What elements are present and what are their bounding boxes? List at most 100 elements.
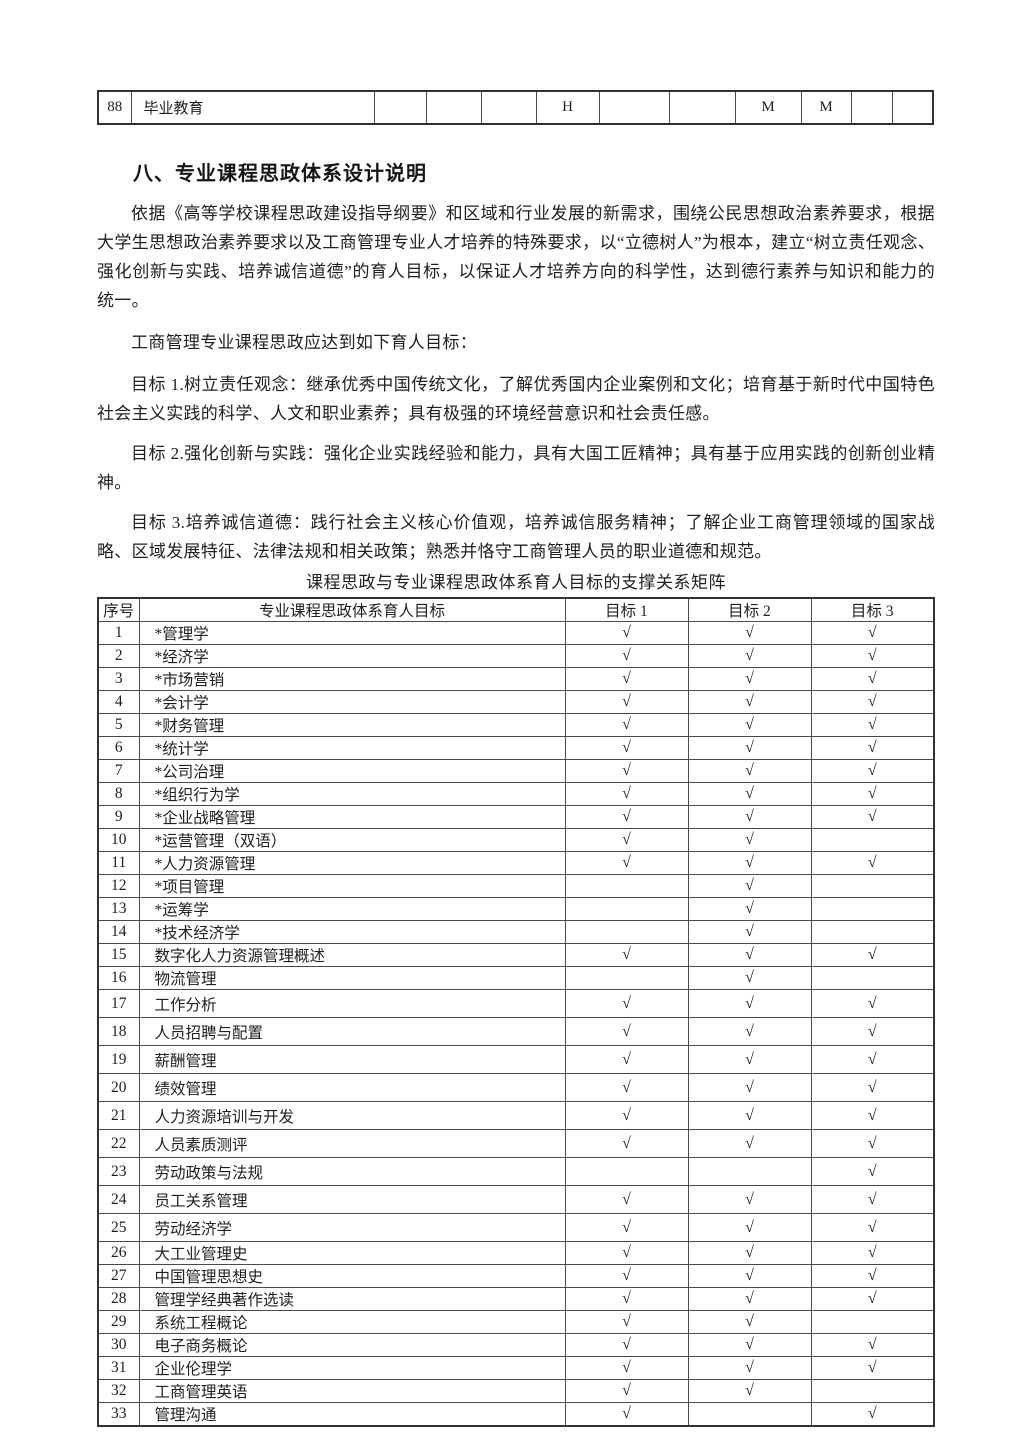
matrix-header-4: 目标 3: [810, 597, 935, 622]
course-name: 电子商务概论: [138, 1333, 566, 1357]
matrix-row-1: 1 *管理学 √ √ √: [97, 621, 935, 645]
document-page: 88 毕业教育 H M M 八、专业课程思政体系设计说明 依据《高等学校课程思政建设指导…: [97, 0, 935, 1427]
row-number: 16: [97, 966, 140, 990]
goal1-check: √: [564, 1402, 689, 1427]
course-name: *公司治理: [138, 759, 566, 783]
goal2-check: √: [687, 1101, 812, 1130]
goal2-check: √: [687, 1241, 812, 1265]
row-number: 19: [97, 1045, 140, 1074]
goal3-check: √: [810, 667, 935, 691]
row-number: 18: [97, 1017, 140, 1046]
continuation-cell-0: 88: [97, 90, 132, 125]
continuation-cell-11: [891, 90, 934, 125]
paragraph-goals-lead: 工商管理专业课程思政应达到如下育人目标：: [131, 333, 477, 352]
section-heading: 八、专业课程思政体系设计说明: [133, 161, 427, 185]
row-number: 25: [97, 1213, 140, 1242]
goal1-check: √: [564, 1185, 689, 1214]
course-name: 薪酬管理: [138, 1045, 566, 1074]
goal1-check: √: [564, 667, 689, 691]
row-number: 11: [97, 851, 140, 875]
course-name: 管理学经典著作选读: [138, 1287, 566, 1311]
course-name: *企业战略管理: [138, 805, 566, 829]
goal1-check: √: [564, 1213, 689, 1242]
goal3-check: [810, 897, 935, 921]
goal1-check: [564, 920, 689, 944]
goal3-check: √: [810, 1045, 935, 1074]
goal2-check: √: [687, 1379, 812, 1403]
goal3-check: √: [810, 1333, 935, 1357]
row-number: 6: [97, 736, 140, 760]
goal3-check: √: [810, 851, 935, 875]
course-name: 人员素质测评: [138, 1129, 566, 1158]
matrix-row-29: 29 系统工程概论 √ √: [97, 1310, 935, 1334]
course-name: 物流管理: [138, 966, 566, 990]
goal1-check: √: [564, 644, 689, 668]
course-name: 工作分析: [138, 989, 566, 1018]
goal1-check: √: [564, 782, 689, 806]
matrix-row-20: 20 绩效管理 √ √ √: [97, 1073, 935, 1102]
goal3-check: [810, 966, 935, 990]
goal2-check: √: [687, 690, 812, 714]
course-name: *统计学: [138, 736, 566, 760]
row-number: 14: [97, 920, 140, 944]
goal2-check: √: [687, 1017, 812, 1046]
goal2-check: √: [687, 828, 812, 852]
matrix-row-2: 2 *经济学 √ √ √: [97, 644, 935, 668]
goal2-check: √: [687, 621, 812, 645]
row-number: 8: [97, 782, 140, 806]
goal2-check: √: [687, 713, 812, 737]
goal1-check: [564, 966, 689, 990]
goal2-check: √: [687, 1213, 812, 1242]
goal2-check: √: [687, 1073, 812, 1102]
row-number: 28: [97, 1287, 140, 1311]
goal2-check: √: [687, 759, 812, 783]
matrix-row-5: 5 *财务管理 √ √ √: [97, 713, 935, 737]
matrix-header-2: 目标 1: [564, 597, 689, 622]
goal1-check: √: [564, 1356, 689, 1380]
goal1-check: √: [564, 943, 689, 967]
matrix-row-22: 22 人员素质测评 √ √ √: [97, 1129, 935, 1158]
matrix-table: 序号 专业课程思政体系育人目标 目标 1 目标 2 目标 3 1 *管理学 √ √ √ 2 *经济学…: [97, 597, 935, 1427]
matrix-row-17: 17 工作分析 √ √ √: [97, 989, 935, 1018]
goal3-check: √: [810, 621, 935, 645]
course-name: 企业伦理学: [138, 1356, 566, 1380]
paragraph-goal-1: 目标 1.树立责任观念：继承优秀中国传统文化，了解优秀国内企业案例和文化；培育基…: [97, 375, 935, 423]
goal3-check: √: [810, 1073, 935, 1102]
matrix-row-23: 23 劳动政策与法规 √: [97, 1157, 935, 1186]
matrix-header-1: 专业课程思政体系育人目标: [138, 597, 566, 622]
goal1-check: [564, 874, 689, 898]
matrix-body: 1 *管理学 √ √ √ 2 *经济学 √ √ √ 3 *市场营销 √ √ √ 4 *会计学 √ √ √ 5 *财务管理 √…: [97, 621, 935, 1427]
goal3-check: √: [810, 1129, 935, 1158]
goal1-check: √: [564, 989, 689, 1018]
course-name: 数字化人力资源管理概述: [138, 943, 566, 967]
goal1-check: √: [564, 805, 689, 829]
continuation-cell-2: [373, 90, 427, 125]
continuation-cell-9: M: [800, 90, 852, 125]
goal2-check: √: [687, 782, 812, 806]
goal3-check: √: [810, 759, 935, 783]
goal3-check: √: [810, 736, 935, 760]
matrix-row-18: 18 人员招聘与配置 √ √ √: [97, 1017, 935, 1046]
goal2-check: √: [687, 1310, 812, 1334]
row-number: 7: [97, 759, 140, 783]
goal3-check: [810, 828, 935, 852]
goal3-check: √: [810, 1185, 935, 1214]
matrix-row-8: 8 *组织行为学 √ √ √: [97, 782, 935, 806]
goal1-check: √: [564, 1333, 689, 1357]
matrix-row-27: 27 中国管理思想史 √ √ √: [97, 1264, 935, 1288]
matrix-row-26: 26 大工业管理史 √ √ √: [97, 1241, 935, 1265]
goal1-check: √: [564, 736, 689, 760]
goal2-check: √: [687, 1287, 812, 1311]
goal2-check: √: [687, 943, 812, 967]
row-number: 9: [97, 805, 140, 829]
matrix-row-25: 25 劳动经济学 √ √ √: [97, 1213, 935, 1242]
goal1-check: √: [564, 1287, 689, 1311]
goal3-check: √: [810, 1287, 935, 1311]
goal3-check: √: [810, 1157, 935, 1186]
matrix-row-11: 11 *人力资源管理 √ √ √: [97, 851, 935, 875]
matrix-row-6: 6 *统计学 √ √ √: [97, 736, 935, 760]
course-name: 系统工程概论: [138, 1310, 566, 1334]
continuation-cell-7: [668, 90, 736, 125]
goal1-check: √: [564, 1241, 689, 1265]
matrix-row-16: 16 物流管理 √: [97, 966, 935, 990]
